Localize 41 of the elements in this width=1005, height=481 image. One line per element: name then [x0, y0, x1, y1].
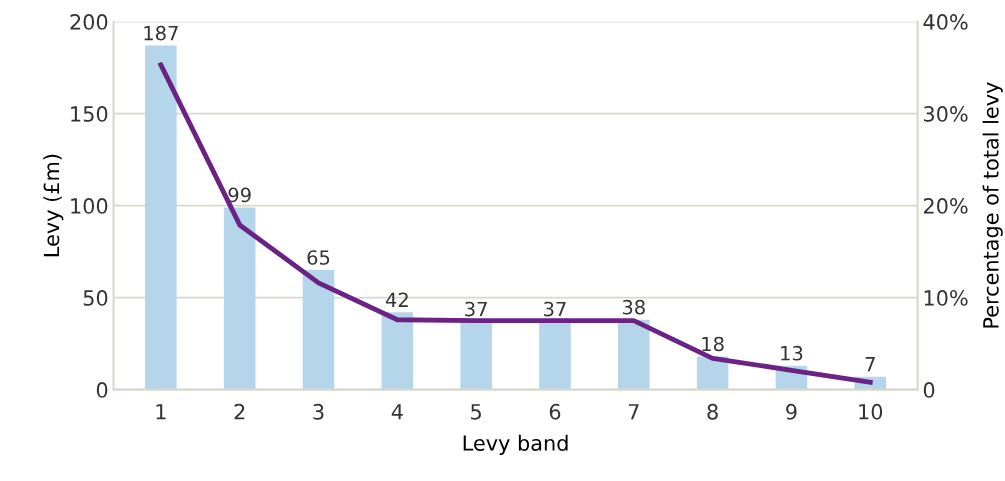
- y-tick-label: 50: [83, 290, 108, 306]
- data-label: 187: [144, 25, 178, 41]
- y2-tick-label: 30%: [924, 106, 968, 122]
- bar: [223, 207, 256, 390]
- y-tick-label: 150: [71, 106, 108, 122]
- data-label: 65: [307, 250, 330, 265]
- x-tick-label: 2: [234, 403, 245, 420]
- y-axis-title: Levy (£m): [43, 154, 64, 257]
- data-label: 13: [781, 345, 803, 361]
- x-axis-title: Levy band: [463, 434, 568, 455]
- data-label: 18: [702, 336, 724, 352]
- y2-axis-title: Percentage of total levy: [982, 82, 1003, 328]
- y2-tick-label: 10%: [924, 290, 968, 306]
- data-label: 37: [465, 301, 487, 317]
- y2-tick-label: 0: [923, 382, 935, 398]
- bar: [145, 45, 177, 390]
- line-series: [158, 62, 873, 385]
- x-tick-label: 9: [786, 403, 797, 420]
- x-tick-label: 1: [156, 404, 166, 420]
- y2-tick-label: 40%: [923, 14, 968, 30]
- bar: [539, 321, 571, 390]
- bar: [381, 312, 414, 390]
- data-label: 38: [622, 299, 645, 315]
- y-tick-label: 0: [96, 382, 108, 398]
- x-tick-label: 3: [313, 403, 324, 420]
- y2-tick-label: 20%: [923, 198, 968, 214]
- x-tick-label: 4: [391, 404, 403, 420]
- x-tick-label: 10: [859, 403, 883, 420]
- x-tick-label: 5: [471, 404, 481, 420]
- y-tick-label: 100: [71, 198, 108, 214]
- data-label: 7: [865, 357, 875, 372]
- bar: [618, 319, 650, 390]
- y-tick-label: 200: [70, 14, 108, 30]
- x-tick-label: 8: [707, 403, 718, 420]
- bar: [302, 270, 335, 390]
- x-tick-label: 7: [628, 404, 639, 420]
- x-tick-label: 6: [549, 403, 561, 420]
- bar: [460, 321, 492, 390]
- data-label: 99: [228, 187, 251, 203]
- data-label: 42: [385, 292, 408, 307]
- data-label: 37: [544, 301, 566, 317]
